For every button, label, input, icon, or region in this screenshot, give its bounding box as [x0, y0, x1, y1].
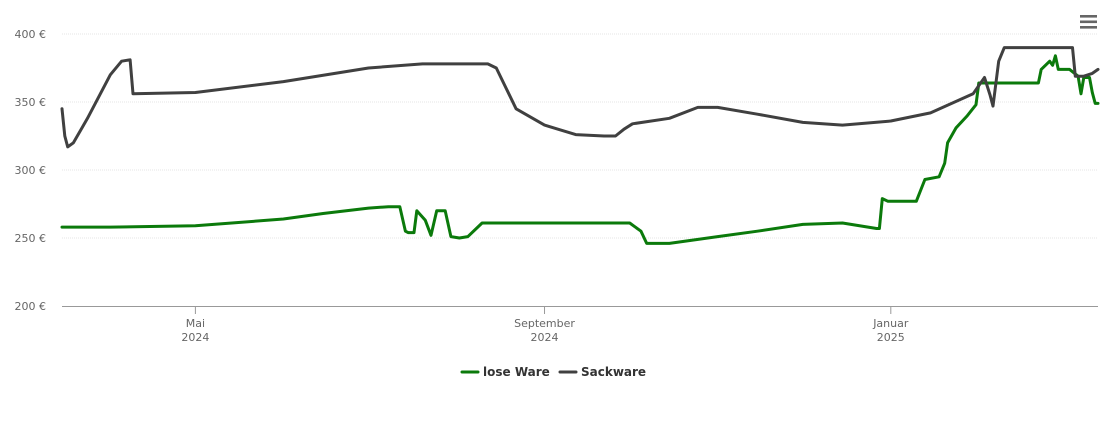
x-tick-year-label: 2024	[181, 331, 209, 344]
hamburger-menu-icon	[1080, 15, 1097, 29]
hamburger-menu-button[interactable]	[1076, 12, 1100, 32]
series-line-sackware	[60, 46, 1100, 149]
gridlines	[62, 33, 1098, 239]
y-tick-label: 400 €	[15, 28, 47, 41]
y-tick-label: 350 €	[15, 96, 47, 109]
series-lines	[60, 46, 1100, 245]
x-tick-year-label: 2025	[877, 331, 905, 344]
y-axis-labels: 200 € 250 € 300 € 350 € 400 €	[15, 28, 47, 313]
legend-label: lose Ware	[483, 365, 550, 379]
series-line-lose-ware	[60, 54, 1100, 245]
legend[interactable]: lose Ware Sackware	[460, 365, 646, 379]
x-tick-year-label: 2024	[531, 331, 559, 344]
legend-label: Sackware	[581, 365, 646, 379]
x-tick-month-label: September	[514, 317, 575, 330]
y-tick-label: 200 €	[15, 300, 47, 313]
y-tick-label: 250 €	[15, 232, 47, 245]
x-tick-month-label: Mai	[186, 317, 205, 330]
x-tick-month-label: Januar	[872, 317, 909, 330]
legend-item[interactable]: Sackware	[558, 365, 646, 379]
legend-item[interactable]: lose Ware	[460, 365, 550, 379]
y-tick-label: 300 €	[15, 164, 47, 177]
